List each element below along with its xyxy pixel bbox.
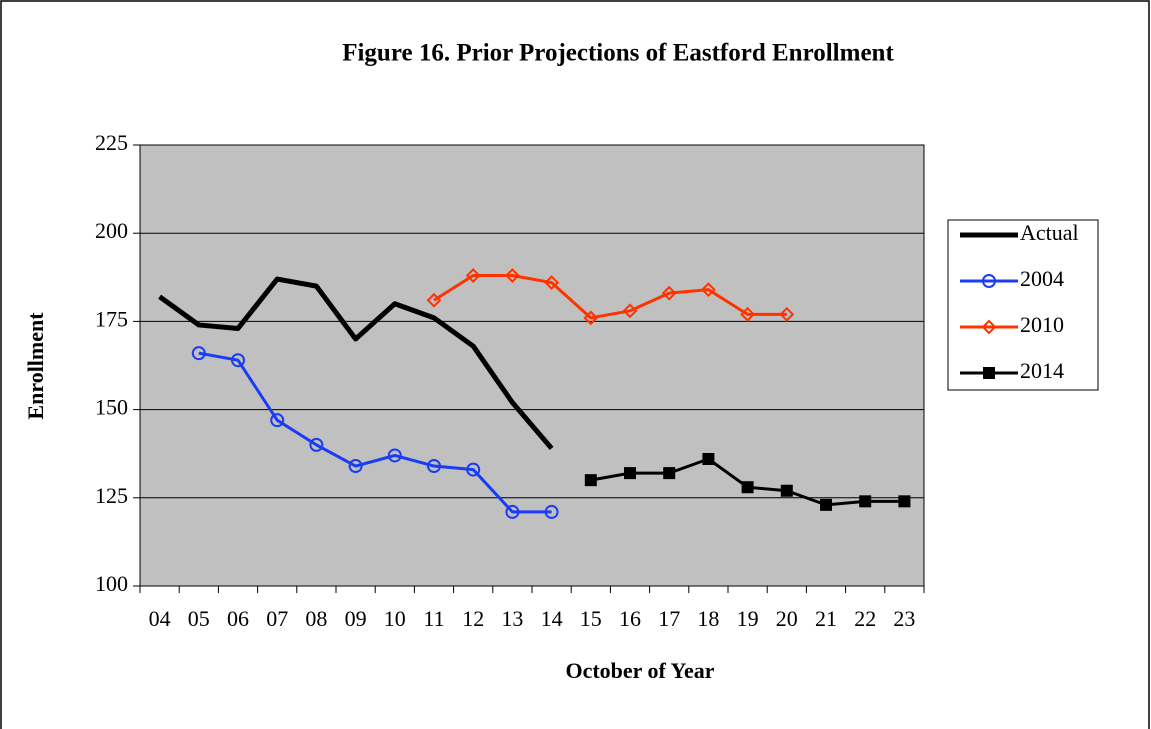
x-tick-label: 14 [541,606,563,631]
data-point [780,484,793,497]
data-point [387,448,402,463]
x-tick-label: 18 [697,606,719,631]
data-point [466,462,481,477]
data-point [700,282,716,298]
y-axis-label: Enrollment [23,312,48,420]
legend-label: 2010 [1020,312,1064,337]
x-axis-label: October of Year [565,658,714,683]
data-point [583,310,599,326]
x-tick-label: 13 [501,606,523,631]
data-point [779,306,795,322]
data-point [859,495,872,508]
legend-label: 2004 [1020,266,1064,291]
data-point [544,504,559,519]
data-point [309,437,324,452]
data-point [505,504,520,519]
series-line [433,274,787,320]
legend-label: Actual [1020,220,1079,245]
x-tick-label: 15 [580,606,602,631]
y-tick-label: 150 [95,395,128,420]
data-point [544,275,560,291]
x-tick-label: 06 [227,606,249,631]
data-point [584,474,597,487]
x-tick-label: 21 [815,606,837,631]
data-point [624,467,636,480]
data-point [231,353,245,368]
data-point [740,306,756,322]
data-point [426,292,442,308]
x-tick-label: 05 [188,606,210,631]
x-tick-label: 17 [658,606,680,631]
data-point [663,467,676,480]
data-point [270,413,285,428]
data-point [702,452,715,465]
data-point [504,268,520,283]
y-tick-label: 125 [95,483,128,508]
data-point [661,285,677,301]
x-tick-label: 12 [462,606,484,631]
data-point [622,303,638,319]
x-tick-label: 09 [345,606,367,631]
y-tick-label: 175 [95,306,128,331]
legend-box [947,219,1099,391]
series-line [158,276,554,451]
y-tick-label: 100 [95,571,128,596]
chart-title: Figure 16. Prior Projections of Eastford… [342,40,894,67]
x-tick-label: 04 [149,606,171,631]
legend-label: 2014 [1020,358,1064,383]
data-point [191,346,206,361]
x-tick-label: 16 [619,606,641,631]
x-tick-label: 11 [423,606,444,631]
data-point [820,498,832,511]
x-tick-label: 08 [305,606,327,631]
legend-marker [982,274,996,288]
data-point [741,481,754,494]
x-tick-label: 19 [737,606,759,631]
data-point [348,459,363,474]
series-line [198,351,552,514]
x-tick-label: 22 [854,606,876,631]
x-tick-label: 07 [266,606,288,631]
data-point [427,459,441,474]
legend-marker [983,367,995,379]
plot-area [139,144,925,587]
data-point [465,268,481,283]
legend-marker [981,319,997,335]
y-tick-label: 200 [95,218,128,243]
x-tick-label: 20 [776,606,798,631]
x-tick-label: 23 [893,606,915,631]
x-tick-label: 10 [384,606,406,631]
data-point [898,495,911,508]
y-tick-label: 225 [95,130,128,155]
